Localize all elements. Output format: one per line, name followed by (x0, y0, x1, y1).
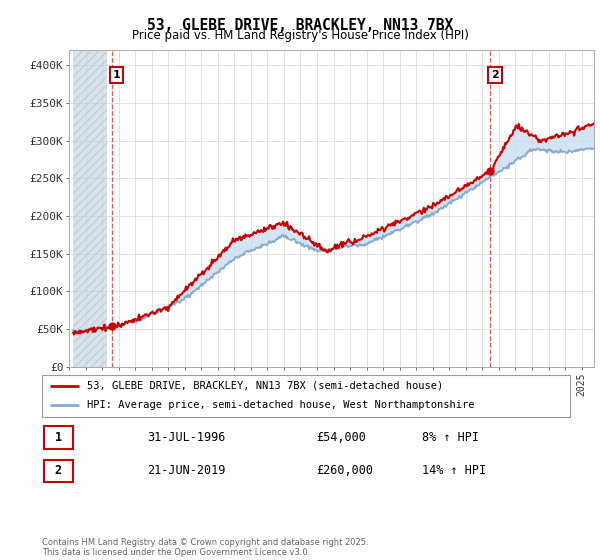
Text: 53, GLEBE DRIVE, BRACKLEY, NN13 7BX (semi-detached house): 53, GLEBE DRIVE, BRACKLEY, NN13 7BX (sem… (87, 381, 443, 391)
Bar (44, 460, 73, 482)
Text: Contains HM Land Registry data © Crown copyright and database right 2025.
This d: Contains HM Land Registry data © Crown c… (42, 538, 368, 557)
Text: 14% ↑ HPI: 14% ↑ HPI (422, 464, 486, 478)
Bar (73, 50, 107, 367)
Text: 2: 2 (55, 464, 62, 478)
Text: 2: 2 (491, 70, 499, 80)
Text: Price paid vs. HM Land Registry's House Price Index (HPI): Price paid vs. HM Land Registry's House … (131, 29, 469, 42)
Text: £54,000: £54,000 (317, 431, 367, 444)
Text: 1: 1 (113, 70, 121, 80)
Text: HPI: Average price, semi-detached house, West Northamptonshire: HPI: Average price, semi-detached house,… (87, 400, 475, 410)
Text: 53, GLEBE DRIVE, BRACKLEY, NN13 7BX: 53, GLEBE DRIVE, BRACKLEY, NN13 7BX (147, 18, 453, 34)
Text: 8% ↑ HPI: 8% ↑ HPI (422, 431, 479, 444)
Text: 31-JUL-1996: 31-JUL-1996 (148, 431, 226, 444)
Text: 1: 1 (55, 431, 62, 444)
Text: 21-JUN-2019: 21-JUN-2019 (148, 464, 226, 478)
Bar (44, 426, 73, 449)
Text: £260,000: £260,000 (317, 464, 374, 478)
